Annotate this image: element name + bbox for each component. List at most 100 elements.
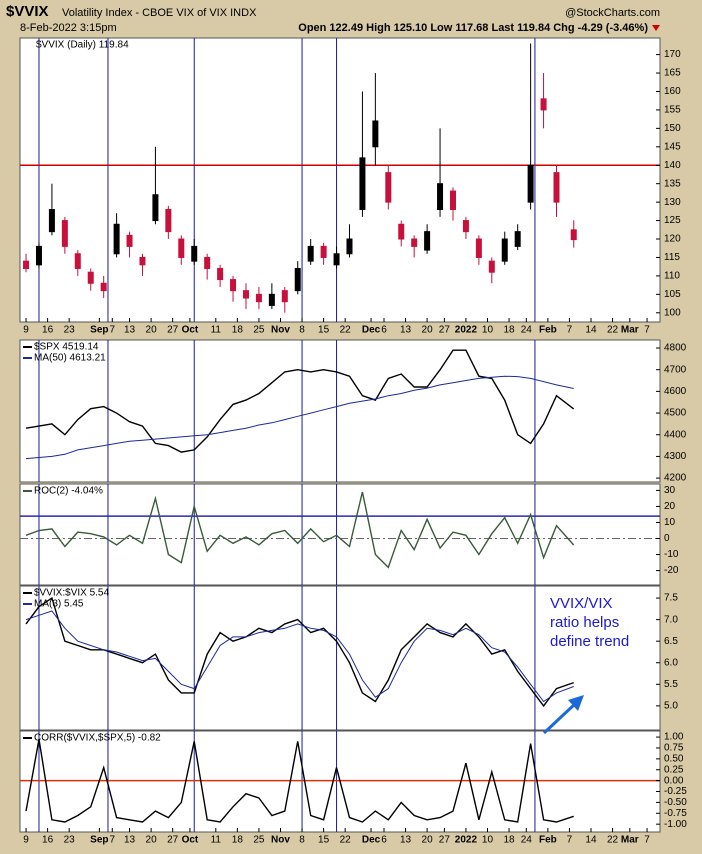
x-tick-label: 23 xyxy=(64,835,76,846)
y-tick-label: 0.50 xyxy=(664,754,684,765)
x-tick-label: 14 xyxy=(585,835,597,846)
x-tick-label: 8 xyxy=(299,325,305,336)
x-tick-label: 27 xyxy=(439,325,451,336)
candle-body xyxy=(359,157,366,211)
x-tick-label: 27 xyxy=(439,835,451,846)
x-tick-label: 22 xyxy=(340,835,352,846)
x-tick-label: Nov xyxy=(271,325,290,336)
candle-body xyxy=(100,282,107,292)
candle-body xyxy=(449,190,456,211)
security-name: Volatility Index - CBOE VIX of VIX INDX xyxy=(62,7,257,19)
y-tick-label: 4500 xyxy=(664,408,687,419)
series-label: $VVIX (Daily) 119.84 xyxy=(36,40,129,51)
candle-body xyxy=(540,98,547,111)
y-tick-label: 7.0 xyxy=(664,614,678,625)
candle-body xyxy=(165,209,172,233)
source: @StockCharts.com xyxy=(565,7,660,19)
candle-body xyxy=(61,220,68,247)
y-tick-label: 160 xyxy=(664,86,681,97)
y-tick-label: 4300 xyxy=(664,451,687,462)
x-tick-label: 2022 xyxy=(455,325,478,336)
x-tick-label: 16 xyxy=(42,835,54,846)
y-tick-label: 110 xyxy=(664,271,680,282)
legend-label: CORR($VVIX,$SPX,5) -0.82 xyxy=(34,733,161,744)
x-tick-label: 7 xyxy=(110,835,116,846)
x-tick-label: 10 xyxy=(482,835,494,846)
candle-body xyxy=(113,223,120,255)
y-tick-label: 0.25 xyxy=(664,764,684,775)
candle-body xyxy=(74,253,81,270)
candle-body xyxy=(255,293,262,303)
y-tick-label: 165 xyxy=(664,68,681,79)
x-tick-label: 15 xyxy=(318,325,330,336)
y-tick-label: 145 xyxy=(664,141,681,152)
x-tick-label: 13 xyxy=(124,835,136,846)
candle-body xyxy=(553,172,560,203)
candle-body xyxy=(514,231,521,247)
y-tick-label: -0.50 xyxy=(664,797,687,808)
x-tick-label: 18 xyxy=(503,835,515,846)
legend-label: $SPX 4519.14 xyxy=(34,342,99,353)
series-line xyxy=(25,596,574,708)
y-tick-label: 140 xyxy=(664,160,681,171)
candle-body xyxy=(204,256,211,270)
candle-body xyxy=(475,238,482,258)
x-tick-label: 24 xyxy=(521,325,533,336)
candle-body xyxy=(126,234,133,247)
y-tick-label: 1.00 xyxy=(664,732,684,743)
y-tick-label: 150 xyxy=(664,123,681,134)
candle-body xyxy=(385,172,392,203)
candle-body xyxy=(462,220,469,233)
x-tick-label: 8 xyxy=(299,835,305,846)
x-tick-label: Mar xyxy=(621,325,639,336)
arrow-shaft xyxy=(542,701,578,735)
candle-body xyxy=(139,256,146,266)
x-tick-label: 20 xyxy=(146,835,158,846)
candle-body xyxy=(87,271,94,284)
symbol: $VVIX xyxy=(6,3,49,20)
legend-label: MA(3) 5.45 xyxy=(34,599,84,610)
y-tick-label: 170 xyxy=(664,49,681,60)
x-tick-label: 18 xyxy=(232,835,244,846)
candle-body xyxy=(411,238,418,247)
annotation: VVIX/VIX xyxy=(550,595,613,612)
y-tick-label: 4600 xyxy=(664,386,687,397)
y-tick-label: 0.75 xyxy=(664,743,684,754)
x-tick-label: 7 xyxy=(644,835,650,846)
y-tick-label: 6.0 xyxy=(664,657,678,668)
plot-area xyxy=(19,339,661,483)
x-tick-label: 23 xyxy=(64,325,76,336)
plot-area xyxy=(19,37,661,323)
y-tick-label: -10 xyxy=(664,549,679,560)
x-tick-label: 14 xyxy=(585,325,597,336)
legend-label: MA(50) 4613.21 xyxy=(34,353,106,364)
y-tick-label: 115 xyxy=(664,252,680,263)
x-tick-label: 9 xyxy=(23,325,29,336)
x-tick-label: Dec xyxy=(362,835,381,846)
x-tick-label: 7 xyxy=(644,325,650,336)
y-tick-label: 4700 xyxy=(664,364,687,375)
y-tick-label: 100 xyxy=(664,307,681,318)
candle-body xyxy=(23,260,30,270)
candle-body xyxy=(268,293,275,306)
y-tick-label: 120 xyxy=(664,234,681,245)
y-tick-label: 20 xyxy=(664,501,676,512)
x-tick-label: 25 xyxy=(253,835,265,846)
x-tick-label: 2022 xyxy=(455,835,478,846)
legend-label: $VVIX:$VIX 5.54 xyxy=(34,588,109,599)
x-tick-label: Feb xyxy=(539,325,557,336)
x-tick-label: 18 xyxy=(232,325,244,336)
x-tick-label: Feb xyxy=(539,835,557,846)
x-tick-label: 27 xyxy=(167,325,179,336)
candle-body xyxy=(152,194,159,222)
candle-body xyxy=(35,245,42,266)
arrow-head xyxy=(568,695,584,711)
x-tick-label: 25 xyxy=(253,325,265,336)
x-tick-label: 22 xyxy=(607,325,619,336)
down-arrow xyxy=(652,25,660,31)
x-tick-label: 16 xyxy=(42,325,54,336)
y-tick-label: 6.5 xyxy=(664,636,678,647)
x-tick-label: Mar xyxy=(621,835,639,846)
candle-body xyxy=(437,183,444,211)
